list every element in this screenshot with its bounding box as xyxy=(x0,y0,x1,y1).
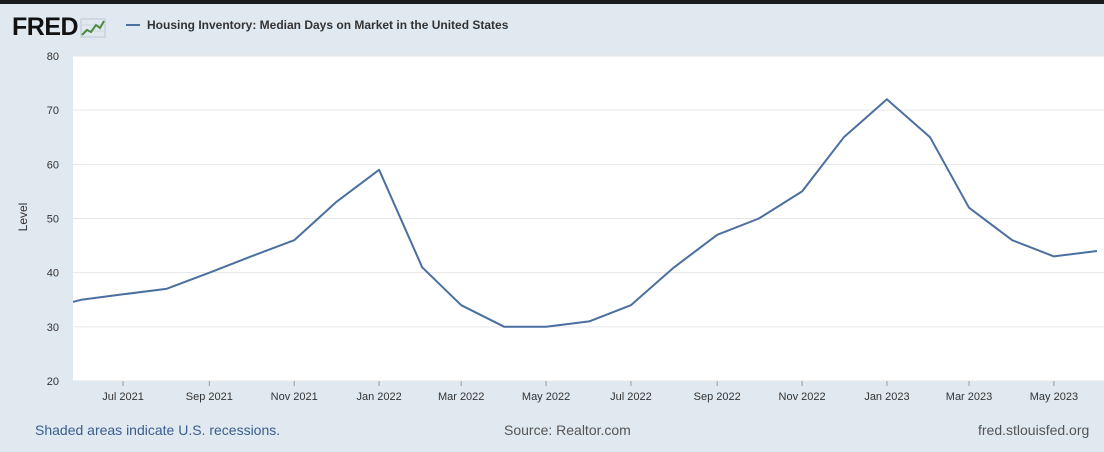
x-tick-label: Jul 2021 xyxy=(102,391,144,403)
x-tick-label: May 2022 xyxy=(522,391,570,403)
y-tick-label: 30 xyxy=(47,322,59,334)
y-tick-label: 80 xyxy=(47,51,59,63)
source-note: Source: Realtor.com xyxy=(504,422,631,438)
x-tick-label: Jan 2023 xyxy=(864,391,909,403)
x-tick-label: Jul 2022 xyxy=(610,391,652,403)
x-tick-label: May 2023 xyxy=(1030,391,1078,403)
horizontal-gridlines xyxy=(73,55,1104,382)
logo-text: FRED xyxy=(12,13,79,41)
x-tick-label: Mar 2023 xyxy=(946,391,992,403)
x-tick-label: Nov 2022 xyxy=(779,391,826,403)
top-bar xyxy=(0,0,1104,4)
legend[interactable]: Housing Inventory: Median Days on Market… xyxy=(126,18,508,32)
y-tick-label: 20 xyxy=(47,376,59,388)
x-tick-label: Jan 2022 xyxy=(356,391,401,403)
fred-line-graph-icon xyxy=(80,18,106,38)
series-line-0[interactable] xyxy=(38,98,1098,328)
legend-series-swatch xyxy=(126,24,140,26)
series-group xyxy=(38,98,1098,328)
y-tick-label: 60 xyxy=(47,159,59,171)
x-tick-label: Mar 2022 xyxy=(438,391,484,403)
chart-header: FRED Housing Inventory: Median Days on M… xyxy=(0,4,1104,50)
x-axis-ticks: Jul 2021 Sep 2021 Nov 2021 Jan 2022 Mar 2022… xyxy=(102,381,1078,403)
x-tick-label: Nov 2021 xyxy=(271,391,318,403)
y-axis-tick-labels: 20 30 40 50 60 70 80 xyxy=(47,51,59,388)
recession-note-link[interactable]: Shaded areas indicate U.S. recessions. xyxy=(35,422,281,438)
y-tick-label: 40 xyxy=(47,268,59,280)
y-tick-label: 70 xyxy=(47,105,59,117)
fred-logo[interactable]: FRED xyxy=(12,14,106,40)
site-link[interactable]: fred.stlouisfed.org xyxy=(978,422,1090,438)
x-tick-label: Sep 2021 xyxy=(186,391,233,403)
y-tick-label: 50 xyxy=(47,214,59,226)
legend-series-label: Housing Inventory: Median Days on Market… xyxy=(147,18,509,32)
y-axis-label: Level xyxy=(16,203,30,232)
x-tick-label: Sep 2022 xyxy=(694,391,741,403)
